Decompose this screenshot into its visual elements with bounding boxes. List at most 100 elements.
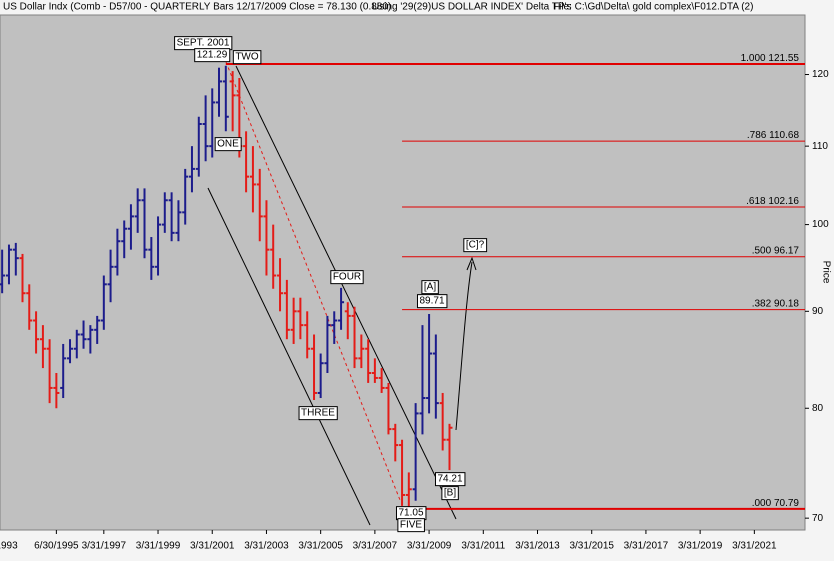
ohlc-bar xyxy=(358,334,365,369)
annotation-box xyxy=(330,270,364,285)
ohlc-bar xyxy=(243,131,250,193)
y-tick-label: 120 xyxy=(812,69,829,80)
annotation-box xyxy=(214,137,242,152)
annotation: [B] xyxy=(444,488,456,499)
annotation: TWO xyxy=(235,52,259,63)
y-tick-label: 80 xyxy=(812,403,824,414)
y-tick-label: 100 xyxy=(812,219,829,230)
level-ratio: .618 xyxy=(746,196,766,207)
x-tick-label: 3/31/2011 xyxy=(461,541,505,552)
level-value: 96.17 xyxy=(774,245,799,256)
ohlc-bar xyxy=(19,253,26,303)
ohlc-bar xyxy=(73,329,80,359)
level-label: .000 70.79 xyxy=(752,498,800,509)
level-value: 70.79 xyxy=(774,498,799,509)
annotation: ONE xyxy=(217,139,239,150)
ohlc-bar xyxy=(229,71,236,132)
x-tick-label: 3/31/2005 xyxy=(298,541,343,552)
ohlc-bar xyxy=(175,200,182,242)
ohlc-bar xyxy=(155,216,162,276)
ohlc-bar xyxy=(412,403,419,501)
level-ratio: .000 xyxy=(752,498,772,509)
arrow-head xyxy=(466,256,477,271)
annotation-box xyxy=(421,280,439,295)
level-value: 102.16 xyxy=(768,196,799,207)
annotation-box xyxy=(194,48,231,63)
level-ratio: .786 xyxy=(747,130,767,141)
level-label: .618 102.16 xyxy=(746,196,799,207)
ohlc-bar xyxy=(127,204,134,250)
level-ratio: 1.000 xyxy=(741,53,766,64)
ohlc-bar xyxy=(365,339,372,383)
level-label: .500 96.17 xyxy=(752,245,800,256)
annotation: [C]? xyxy=(466,240,485,251)
channel-upper xyxy=(235,65,457,520)
ohlc-bar xyxy=(290,297,297,344)
level-value: 90.18 xyxy=(774,298,799,309)
level-label: .382 90.18 xyxy=(752,298,800,309)
annotation-box xyxy=(463,238,488,253)
ohlc-bar xyxy=(378,368,385,393)
file-label: File: C:\Gd\Delta\ gold complex\F012.DTA… xyxy=(553,2,753,13)
ohlc-bar xyxy=(94,315,101,344)
annotation: THREE xyxy=(301,408,335,419)
level-label: 1.000 121.55 xyxy=(741,53,800,64)
ohlc-bar xyxy=(385,382,392,435)
ohlc-bar xyxy=(399,439,406,506)
ohlc-bar xyxy=(331,311,338,344)
annotation-box xyxy=(416,294,448,309)
channel-mid xyxy=(225,61,401,501)
annotation: SEPT. 2001 xyxy=(177,38,230,49)
annotation: [A] xyxy=(424,282,436,293)
ohlc-bar xyxy=(311,334,318,401)
ohlc-bar xyxy=(161,192,168,233)
ohlc-bar xyxy=(209,88,216,158)
ohlc-bar xyxy=(432,334,439,419)
ohlc-bar xyxy=(270,224,277,289)
x-tick-label: 3/31/2017 xyxy=(624,541,669,552)
ohlc-bar xyxy=(26,284,33,330)
x-tick-label: 3/31/2019 xyxy=(678,541,723,552)
ohlc-bar xyxy=(100,275,107,330)
ohlc-bar xyxy=(263,200,270,276)
chart-title: US Dollar Indx (Comb - D57/00 - QUARTERL… xyxy=(3,2,391,13)
ohlc-bar xyxy=(283,279,290,340)
y-tick-label: 70 xyxy=(812,513,824,524)
ohlc-bar xyxy=(277,258,284,312)
ohlc-bar xyxy=(33,311,40,354)
ohlc-bar xyxy=(249,146,256,213)
projection-arrow xyxy=(455,261,473,431)
ohlc-bar xyxy=(419,325,426,435)
y-tick-label: 90 xyxy=(812,306,824,317)
y-axis-label: Price xyxy=(820,261,831,284)
x-tick-label: 3/31/1997 xyxy=(82,541,127,552)
annotation-box xyxy=(434,472,466,487)
ohlc-bar xyxy=(344,302,351,340)
ohlc-bar xyxy=(426,313,433,414)
channel-lower xyxy=(207,187,371,526)
ohlc-bar xyxy=(256,168,263,242)
ohlc-bar xyxy=(188,146,195,193)
x-tick-label: 3/31/2013 xyxy=(515,541,560,552)
annotations: SEPT. 2001 121.29 TWO ONE FOUR THREE [A]… xyxy=(174,36,488,533)
ohlc-bar xyxy=(195,116,202,177)
ohlc-bar xyxy=(87,325,94,354)
annotation: FIVE xyxy=(400,520,423,531)
x-tick-label: 3/31/2021 xyxy=(732,541,777,552)
ohlc-bar xyxy=(39,325,46,369)
ohlc-bar xyxy=(107,249,114,303)
x-tick-label: 6/30/1995 xyxy=(34,541,79,552)
x-tick-label: 3/31/1993 xyxy=(0,541,18,552)
x-tick-label: 3/31/2001 xyxy=(190,541,235,552)
annotation: FOUR xyxy=(333,272,361,283)
ohlc-bar xyxy=(405,472,412,507)
x-tick-label: 3/31/2015 xyxy=(569,541,614,552)
x-tick-label: 3/31/2009 xyxy=(407,541,452,552)
ohlc-bar xyxy=(304,311,311,359)
x-tick-label: 3/31/2007 xyxy=(353,541,398,552)
ohlc-bar xyxy=(439,392,446,451)
ohlc-bar xyxy=(317,353,324,399)
ohlc-bar xyxy=(215,67,222,117)
annotation-box xyxy=(441,486,459,501)
ohlc-bar xyxy=(202,95,209,162)
